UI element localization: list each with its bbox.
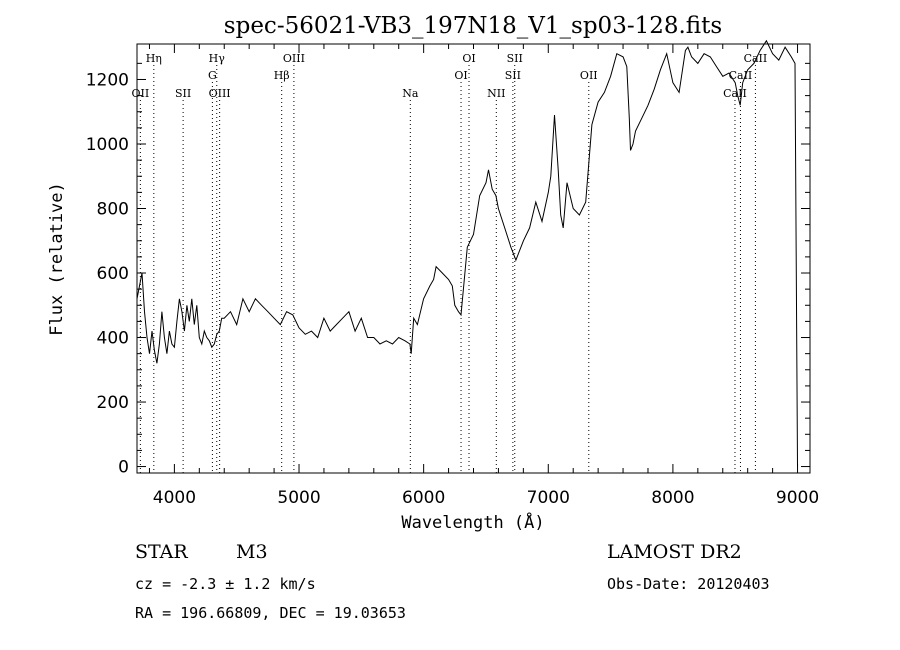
line-marker-label: Hη (146, 52, 162, 65)
line-marker-label: SII (507, 52, 523, 65)
y-tick-label: 1200 (86, 70, 129, 90)
x-tick-label: 4000 (153, 488, 196, 508)
line-marker-label: SII (505, 69, 521, 82)
survey-name: LAMOST DR2 (607, 541, 742, 563)
line-marker-label: Na (402, 87, 419, 100)
line-marker-label: CaII (729, 69, 753, 82)
y-tick-label: 1000 (86, 135, 129, 155)
line-marker-label: OI (462, 52, 475, 65)
line-marker-label: OII (132, 87, 150, 100)
y-tick-label: 0 (118, 458, 129, 478)
line-marker-label: OII (580, 69, 598, 82)
line-marker-label: OIII (209, 87, 231, 100)
plot-frame (136, 43, 811, 474)
chart-title: spec-56021-VB3_197N18_V1_sp03-128.fits (224, 13, 722, 39)
line-marker-label: G (208, 69, 217, 82)
x-tick-label: 5000 (277, 488, 320, 508)
line-marker-label: Hγ (209, 52, 226, 65)
obs-date: Obs-Date: 20120403 (607, 575, 770, 593)
y-axis-label: Flux (relative) (47, 182, 67, 336)
line-marker-label: Hβ (274, 69, 290, 82)
object-subclass: M3 (236, 541, 268, 563)
x-tick-label: 8000 (651, 488, 694, 508)
y-tick-label: 400 (97, 329, 129, 349)
y-tick-label: 200 (97, 393, 129, 413)
line-marker-label: OIII (283, 52, 305, 65)
redshift-cz: cz = -2.3 ± 1.2 km/s (135, 575, 316, 593)
line-marker-label: SII (175, 87, 191, 100)
spectrum-line (136, 39, 798, 467)
x-axis-label: Wavelength (Å) (401, 511, 544, 533)
x-tick-label: 9000 (776, 488, 819, 508)
coordinates: RA = 196.66809, DEC = 19.03653 (135, 604, 406, 622)
object-class: STAR (135, 541, 188, 563)
x-tick-label: 6000 (402, 488, 445, 508)
y-tick-label: 800 (97, 200, 129, 220)
x-tick-label: 7000 (527, 488, 570, 508)
line-marker-label: CaII (723, 87, 747, 100)
line-marker-label: CaII (744, 52, 768, 65)
line-marker-label: NII (487, 87, 505, 100)
axis-ticks: 4000 5000 6000 7000 8000 9000 0 200 400 600 800 100… (86, 44, 819, 508)
line-marker-label: OI (454, 69, 467, 82)
y-tick-label: 600 (97, 264, 129, 284)
